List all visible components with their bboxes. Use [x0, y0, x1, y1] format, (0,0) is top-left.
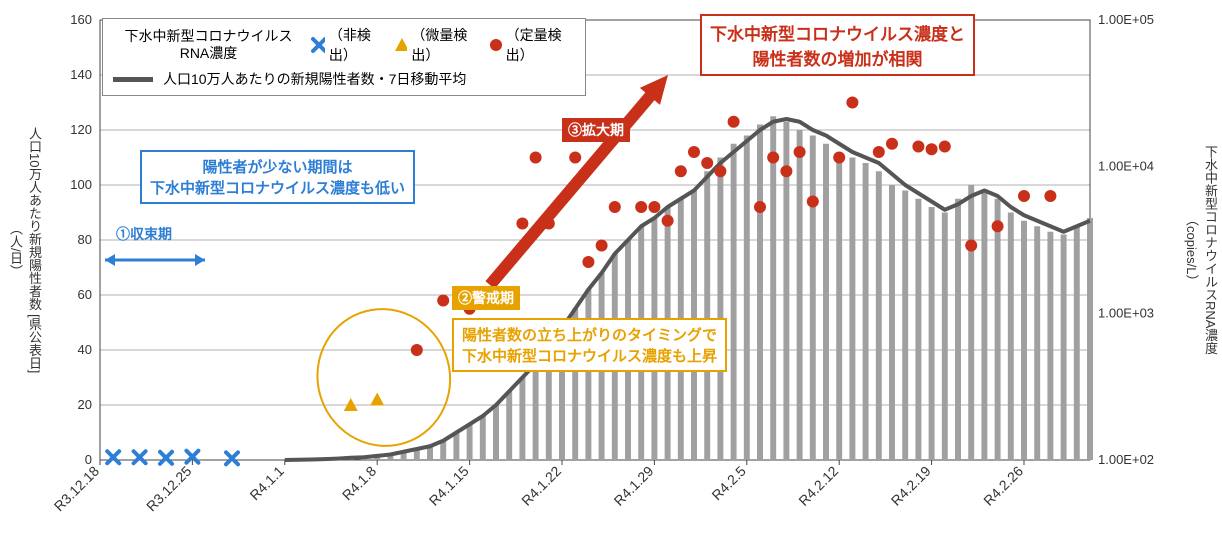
svg-text:R4.2.5: R4.2.5	[708, 463, 749, 504]
legend-circle-label: （定量検出）	[506, 25, 575, 65]
svg-text:1.00E+03: 1.00E+03	[1098, 305, 1154, 320]
phase-3-label: ③拡大期	[562, 118, 630, 142]
legend-rna-label: 下水中新型コロナウイルス RNA濃度	[113, 28, 304, 62]
svg-text:100: 100	[70, 177, 92, 192]
svg-text:R4.2.26: R4.2.26	[980, 463, 1026, 509]
svg-text:60: 60	[78, 287, 92, 302]
cross-icon	[310, 36, 325, 54]
svg-text:1.00E+05: 1.00E+05	[1098, 12, 1154, 27]
legend-cross-label: （非検出）	[329, 25, 387, 65]
callout-blue: 陽性者が少ない期間は 下水中新型コロナウイルス濃度も低い	[140, 150, 415, 204]
legend-triangle-label: （微量検出）	[411, 25, 480, 65]
svg-text:1.00E+04: 1.00E+04	[1098, 159, 1154, 174]
svg-text:140: 140	[70, 67, 92, 82]
svg-text:R3.12.18: R3.12.18	[51, 463, 103, 515]
svg-text:160: 160	[70, 12, 92, 27]
callout-orange: 陽性者数の立ち上がりのタイミングで 下水中新型コロナウイルス濃度も上昇	[452, 318, 727, 372]
svg-text:R4.1.8: R4.1.8	[339, 463, 380, 504]
svg-text:80: 80	[78, 232, 92, 247]
right-y-axis-label: 下水中新型コロナウイルスRNA濃度 （copies/L）	[1182, 120, 1220, 380]
phase-2-label: ②警戒期	[452, 286, 520, 310]
svg-text:R4.1.1: R4.1.1	[246, 463, 287, 504]
legend-line-label: 人口10万人あたりの新規陽性者数・7日移動平均	[163, 69, 466, 89]
triangle-icon	[393, 36, 408, 54]
callout-red: 下水中新型コロナウイルス濃度と 陽性者数の増加が相関	[700, 14, 975, 76]
svg-text:1.00E+02: 1.00E+02	[1098, 452, 1154, 467]
svg-text:R4.2.12: R4.2.12	[795, 463, 841, 509]
svg-text:40: 40	[78, 342, 92, 357]
svg-text:R4.1.22: R4.1.22	[518, 463, 564, 509]
svg-text:R4.2.19: R4.2.19	[888, 463, 934, 509]
svg-text:R4.1.29: R4.1.29	[611, 463, 657, 509]
svg-text:20: 20	[78, 397, 92, 412]
circle-icon	[487, 36, 502, 54]
svg-text:R4.1.15: R4.1.15	[426, 463, 472, 509]
svg-text:R3.12.25: R3.12.25	[143, 463, 195, 515]
phase-1-label: ①収束期	[110, 222, 178, 246]
left-y-axis-label: 人口10万人あたり新規陽性者数 [県公表日]（人/日）	[6, 120, 44, 380]
svg-text:120: 120	[70, 122, 92, 137]
chart-container: 0204060801001201401601.00E+021.00E+031.0…	[0, 0, 1222, 555]
line-series-icon	[113, 74, 153, 84]
legend: 下水中新型コロナウイルス RNA濃度 （非検出） （微量検出） （定量検出） 人…	[102, 18, 586, 96]
